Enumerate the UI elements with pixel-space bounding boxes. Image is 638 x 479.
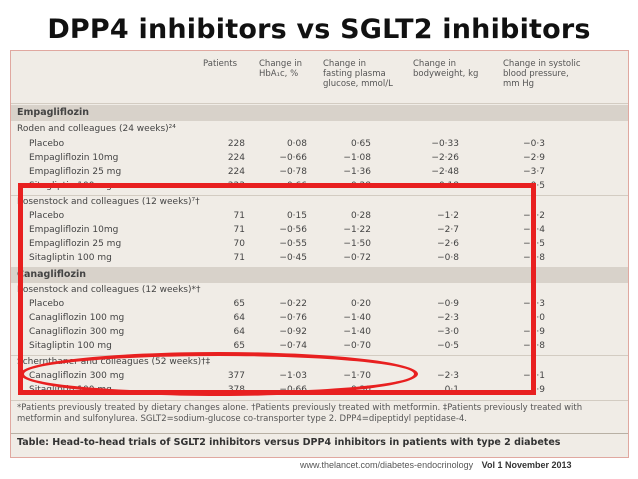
- study-rosenstock-cana: Rosenstock and colleagues (12 weeks)*†: [17, 285, 201, 295]
- table-footnote: *Patients previously treated by dietary …: [17, 403, 583, 424]
- table-row: Placebo 228 0·08 0·65 −0·33 −0·3: [29, 139, 545, 149]
- source-url: www.thelancet.com/diabetes-endocrinology: [300, 460, 474, 470]
- section-empagliflozin: Empagliflozin: [17, 107, 90, 118]
- study-roden: Roden and colleagues (24 weeks)²⁴: [17, 124, 176, 134]
- highlight-ellipse: [20, 352, 418, 396]
- row-rule: [11, 400, 628, 401]
- header-bodyweight: Change in bodyweight, kg: [413, 59, 479, 79]
- table-caption: Table: Head-to-head trials of SGLT2 inhi…: [17, 437, 561, 448]
- study-rosenstock-empa: Rosenstock and colleagues (12 weeks)⁷†: [17, 197, 200, 207]
- source-issue: Vol 1 November 2013: [481, 460, 572, 470]
- source-credit: www.thelancet.com/diabetes-endocrinology…: [300, 460, 572, 470]
- section-band-empagliflozin: [11, 105, 628, 121]
- slide-title: DPP4 inhibitors vs SGLT2 inhibitors: [47, 14, 591, 45]
- header-fpg: Change in fasting plasma glucose, mmol/L: [323, 59, 393, 89]
- section-canagliflozin: Canagliflozin: [17, 269, 86, 280]
- table-row: Empagliflozin 10mg 224 −0·66 −1·08 −2·26 −2·9: [29, 153, 545, 163]
- section-band-canagliflozin: [11, 267, 628, 283]
- header-rule: [11, 103, 628, 104]
- row-rule: [11, 195, 628, 196]
- header-hba1c: Change in HbA₁c, %: [259, 59, 302, 79]
- caption-rule: [11, 433, 628, 434]
- table-row: Canagliflozin 100 mg 64 −0·76 −1·40 −2·3 1·0: [29, 313, 545, 323]
- header-sbp: Change in systolic blood pressure, mm Hg: [503, 59, 581, 89]
- table-row: Empagliflozin 25 mg 224 −0·78 −1·36 −2·48 −3·…: [29, 167, 545, 177]
- header-patients: Patients: [203, 59, 238, 69]
